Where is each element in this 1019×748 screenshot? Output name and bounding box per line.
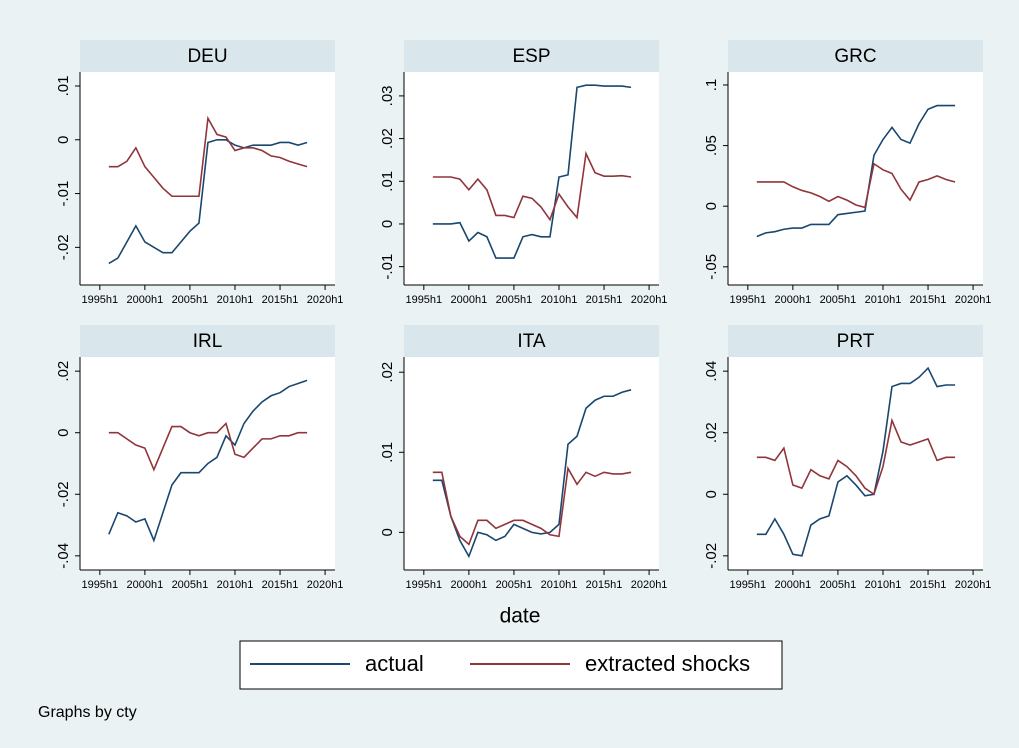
panel-header <box>728 325 983 357</box>
plot-area <box>728 357 983 570</box>
x-tick-label: 2005h1 <box>172 579 209 591</box>
x-tick-label: 1995h1 <box>405 294 442 306</box>
series-line <box>432 389 632 559</box>
x-tick-label: 1995h1 <box>405 579 442 591</box>
x-tick-label: 2015h1 <box>910 579 947 591</box>
x-tick-label: 1995h1 <box>729 579 766 591</box>
y-tick-label: .02 <box>55 361 72 382</box>
panel-title: PRT <box>837 331 875 352</box>
x-tick-label: 2015h1 <box>586 294 623 306</box>
series-line <box>432 150 632 222</box>
plot-area <box>404 357 659 570</box>
x-tick-label: 1995h1 <box>81 579 118 591</box>
x-tick-label: 2020h1 <box>631 294 668 306</box>
x-tick-label: 2020h1 <box>955 579 992 591</box>
x-tick-label: 2015h1 <box>262 294 299 306</box>
y-tick-label: .01 <box>55 76 72 97</box>
y-tick-label: 0 <box>55 136 72 144</box>
plot-area <box>80 72 335 285</box>
panel-title: ESP <box>512 46 550 67</box>
x-tick-label: 2000h1 <box>451 579 488 591</box>
x-tick-label: 2005h1 <box>172 294 209 306</box>
x-tick-label: 2010h1 <box>865 294 902 306</box>
series-line <box>756 417 956 496</box>
y-tick-label: -.02 <box>55 481 72 507</box>
y-tick-label: -.02 <box>55 234 72 260</box>
y-tick-label: .03 <box>379 85 396 106</box>
panel-header <box>80 325 335 357</box>
x-tick-label: 2005h1 <box>496 579 533 591</box>
series-line <box>108 138 308 265</box>
series-line <box>108 421 308 472</box>
series-line <box>432 465 632 546</box>
y-tick-label: .02 <box>379 128 396 149</box>
x-tick-label: 2010h1 <box>217 294 254 306</box>
x-tick-label: 2015h1 <box>586 579 623 591</box>
y-tick-label: .01 <box>379 171 396 192</box>
series-line <box>756 366 956 557</box>
y-tick-label: 0 <box>379 528 396 536</box>
y-tick-label: .05 <box>703 135 720 156</box>
y-tick-label: 0 <box>703 490 720 498</box>
x-tick-label: 2020h1 <box>631 579 668 591</box>
x-tick-label: 2005h1 <box>820 579 857 591</box>
x-tick-label: 2020h1 <box>307 294 344 306</box>
plot-area <box>404 72 659 285</box>
panel-title: GRC <box>834 46 876 67</box>
panel-title: DEU <box>187 46 227 67</box>
y-tick-label: -.05 <box>703 254 720 280</box>
y-tick-label: -.01 <box>55 181 72 207</box>
legend-label: actual <box>365 651 424 676</box>
y-tick-label: 0 <box>55 429 72 437</box>
panel-header <box>404 325 659 357</box>
x-tick-label: 1995h1 <box>81 294 118 306</box>
x-tick-label: 2020h1 <box>307 579 344 591</box>
panel-header <box>80 40 335 72</box>
x-tick-label: 2000h1 <box>127 579 164 591</box>
x-tick-label: 2010h1 <box>217 579 254 591</box>
x-tick-label: 2000h1 <box>127 294 164 306</box>
x-tick-label: 2010h1 <box>541 294 578 306</box>
series-line <box>432 84 632 259</box>
y-tick-label: -.02 <box>703 543 720 569</box>
panel-header <box>404 40 659 72</box>
note: Graphs by cty <box>38 704 137 721</box>
x-tick-label: 2020h1 <box>955 294 992 306</box>
y-tick-label: .02 <box>379 362 396 383</box>
x-tick-label: 2005h1 <box>820 294 857 306</box>
y-tick-label: .01 <box>379 442 396 463</box>
panel-title: ITA <box>517 331 545 352</box>
x-tick-label: 2000h1 <box>775 579 812 591</box>
x-tick-label: 2005h1 <box>496 294 533 306</box>
y-tick-label: 0 <box>379 220 396 228</box>
series-line <box>108 379 308 543</box>
series-line <box>108 115 308 198</box>
panel-header <box>728 40 983 72</box>
plot-area <box>728 72 983 285</box>
panel-title: IRL <box>193 331 223 352</box>
x-tick-label: 2010h1 <box>541 579 578 591</box>
x-tick-label: 1995h1 <box>729 294 766 306</box>
x-tick-label: 2000h1 <box>775 294 812 306</box>
y-tick-label: -.04 <box>55 543 72 569</box>
x-tick-label: 2015h1 <box>910 294 947 306</box>
y-tick-label: 0 <box>703 202 720 210</box>
legend-label: extracted shocks <box>585 651 750 676</box>
y-tick-label: .02 <box>703 422 720 443</box>
y-tick-label: .1 <box>703 79 720 92</box>
series-line <box>756 162 956 209</box>
x-axis-title: date <box>500 605 541 628</box>
series-line <box>756 104 956 238</box>
x-tick-label: 2015h1 <box>262 579 299 591</box>
y-tick-label: -.01 <box>379 254 396 280</box>
x-tick-label: 2010h1 <box>865 579 902 591</box>
y-tick-label: .04 <box>703 361 720 382</box>
x-tick-label: 2000h1 <box>451 294 488 306</box>
